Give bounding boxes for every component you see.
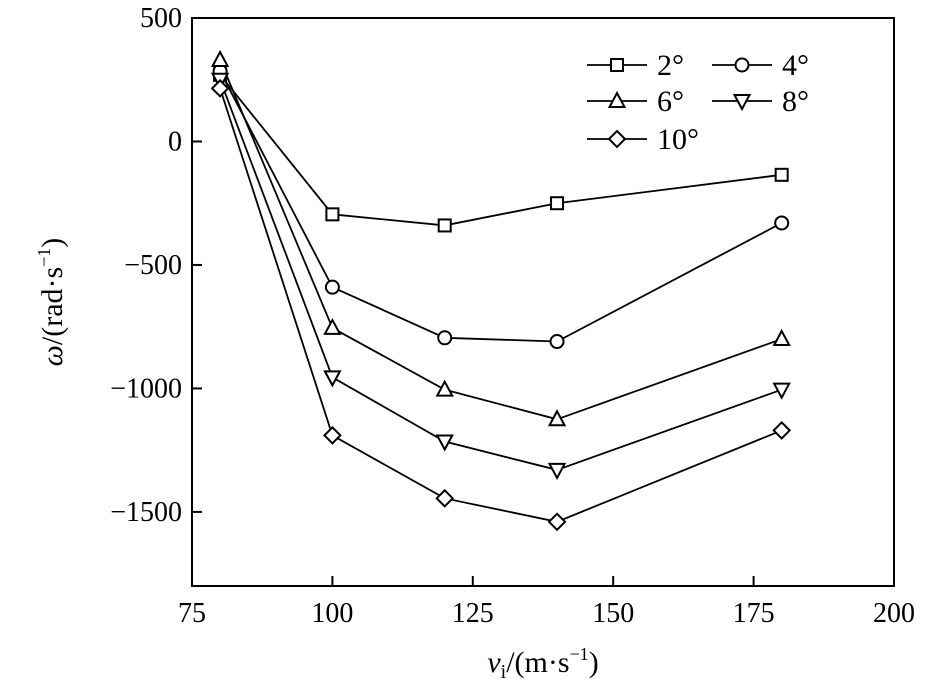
data-point-s2-180: [772, 328, 791, 347]
data-point-s0-100: [325, 207, 340, 222]
x-axis-close: ): [589, 646, 599, 679]
y-axis-unit-exponent: −1: [34, 248, 54, 267]
data-point-s0-120: [437, 218, 452, 233]
series-line-2: [219, 59, 782, 421]
data-point-s2-80: [210, 49, 230, 67]
y-axis-title: ω/(rad·s−1): [34, 238, 69, 367]
legend-item-4: 10°: [587, 123, 699, 156]
data-point-s4-180: [772, 421, 792, 440]
data-point-s0-180: [774, 167, 789, 182]
data-point-s4-140: [547, 512, 567, 532]
legend-label-4: 10°: [657, 123, 699, 156]
data-point-s2-100: [323, 317, 342, 335]
x-axis-subscript: i: [501, 661, 507, 683]
x-tick-label-200: 200: [873, 598, 915, 629]
legend-label-2: 6°: [657, 85, 684, 118]
legend-marker-2: [607, 90, 627, 108]
legend-item-1: 4°: [712, 49, 809, 82]
data-point-s3-100: [323, 370, 342, 388]
legend-item-0: 2°: [587, 49, 684, 82]
x-tick-label-175: 175: [733, 598, 775, 629]
data-point-s1-140: [549, 334, 565, 350]
series-markers: [210, 49, 792, 532]
legend-label-1: 4°: [782, 49, 809, 82]
y-tick-label--500: −500: [124, 250, 182, 281]
data-point-s3-180: [772, 382, 791, 400]
legend-label-3: 8°: [782, 85, 809, 118]
plot-frame: [191, 17, 895, 587]
x-tick-label-125: 125: [452, 598, 494, 629]
legend-label-0: 2°: [657, 49, 684, 82]
x-axis-title: vi/(m·s−1): [487, 644, 598, 683]
data-point-s4-80: [210, 78, 230, 98]
data-point-s1-180: [774, 215, 790, 231]
legend: 2° 4° 6° 8° 10°: [587, 49, 809, 156]
legend-marker-3: [732, 94, 752, 112]
data-point-s4-120: [435, 488, 455, 508]
y-axis-symbol: ω: [36, 345, 69, 366]
legend-item-3: 8°: [712, 85, 809, 118]
x-tick-label-75: 75: [178, 598, 206, 629]
y-axis-close: ): [36, 238, 69, 248]
legend-marker-4: [607, 129, 627, 149]
data-point-s1-100: [324, 279, 340, 295]
data-point-s4-100: [322, 425, 342, 445]
legend-marker-0: [610, 58, 624, 72]
data-point-s3-140: [547, 462, 567, 481]
x-axis-symbol: v: [487, 646, 501, 679]
data-point-s2-140: [547, 409, 567, 427]
y-tick-label--1000: −1000: [110, 373, 182, 404]
y-tick-label--1500: −1500: [110, 497, 182, 528]
x-tick-label-100: 100: [311, 598, 353, 629]
data-point-s2-120: [435, 379, 454, 397]
tick-group: 75 100 125 150 175 200 500 0 −500 −1000 −1500: [110, 3, 915, 629]
y-axis-unit: /(rad·s: [36, 267, 69, 345]
x-axis-unit-exponent: −1: [570, 644, 589, 664]
legend-marker-1: [734, 57, 750, 73]
x-axis-unit: /(m·s: [506, 646, 569, 679]
legend-item-2: 6°: [587, 85, 684, 118]
y-tick-label-500: 500: [140, 3, 182, 34]
data-point-s3-120: [435, 434, 454, 452]
data-point-s0-140: [550, 196, 565, 211]
x-tick-label-150: 150: [592, 598, 634, 629]
y-tick-label-0: 0: [168, 126, 182, 157]
data-point-s1-120: [437, 330, 453, 346]
